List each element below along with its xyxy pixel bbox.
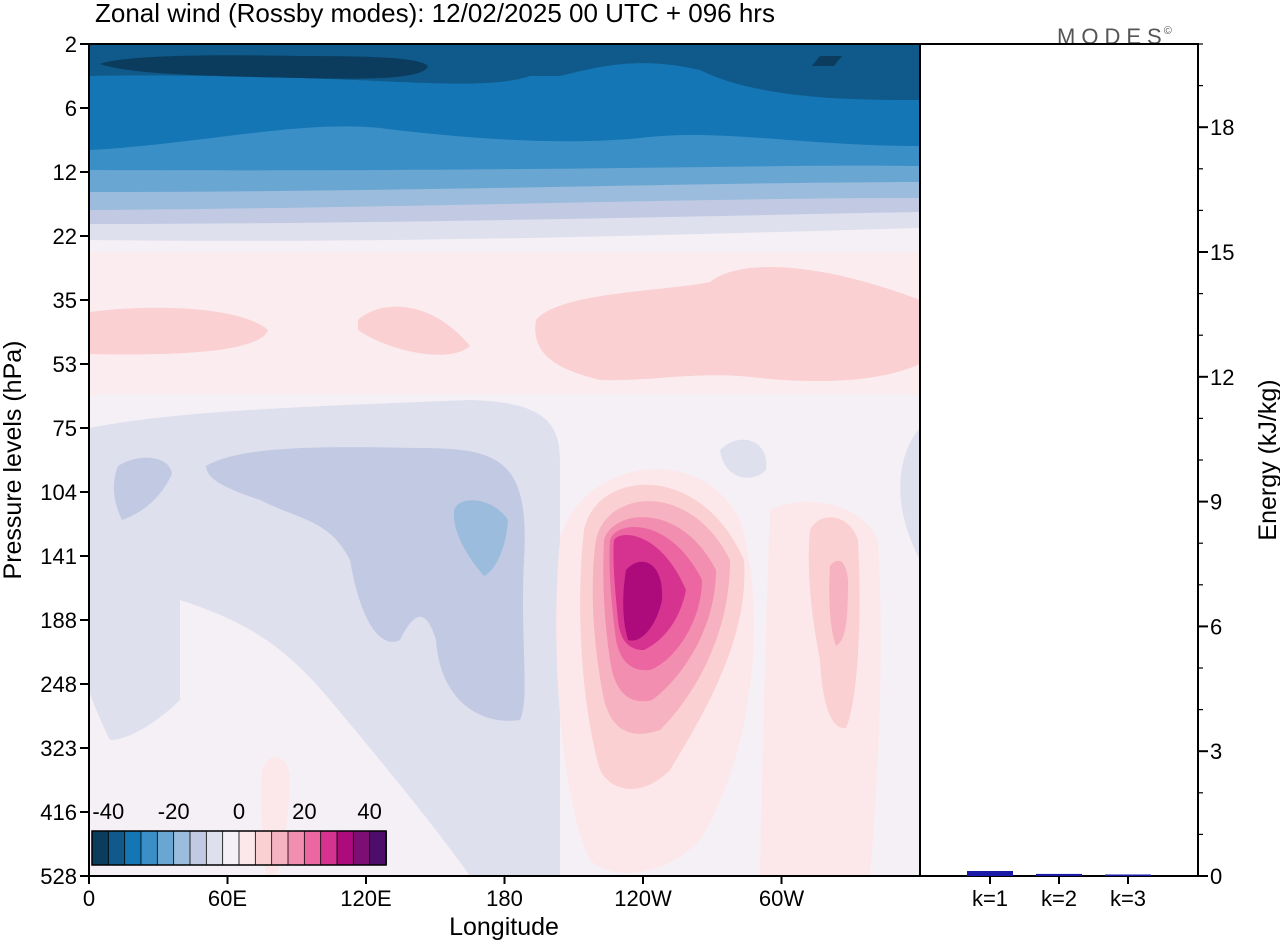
y-tick-label: 6	[65, 96, 77, 121]
brand-mark: ©	[1164, 25, 1178, 37]
contour-lower-negative-2	[720, 439, 767, 478]
contour-lower-negative-4	[206, 447, 525, 721]
colorbar-tick-label: 40	[357, 799, 381, 824]
heatmap-contours	[89, 44, 920, 876]
energy-bars	[967, 871, 1151, 876]
contour-secondary-3	[829, 560, 848, 646]
colorbar-tick-label: 0	[233, 799, 245, 824]
energy-x-tick-label: k=3	[1110, 886, 1146, 911]
contour-pink-patch-1	[90, 307, 268, 355]
energy-frame	[919, 43, 1199, 877]
energy-y-tick-label: 3	[1210, 739, 1222, 764]
colorbar-cell	[156, 830, 175, 866]
colorbar-cells	[91, 830, 387, 866]
x-tick-label: 180	[486, 886, 523, 911]
energy-bar	[967, 871, 1013, 876]
colorbar-cell	[254, 830, 273, 866]
colorbar-cell	[303, 830, 322, 866]
y-tick-label: 22	[53, 224, 77, 249]
energy-bar	[1036, 873, 1082, 876]
colorbar-cell	[124, 830, 142, 866]
contour-easterly-8	[100, 55, 428, 79]
y-axis-label: Pressure levels (hPa)	[0, 341, 27, 580]
energy-y-tick-label: 12	[1210, 365, 1234, 390]
y-tick-label: 188	[40, 608, 77, 633]
x-tick-label: 120W	[614, 886, 672, 911]
colorbar-cell	[352, 830, 371, 866]
y-tick-label: 248	[40, 672, 77, 697]
heatmap-panel: 0 60E 120E 180 120W 60W 2 6 12 22 35 53 75 104 141 188…	[0, 32, 921, 941]
energy-y-tick-label: 9	[1210, 490, 1222, 515]
chart-title: Zonal wind (Rossby modes): 12/02/2025 00…	[95, 0, 775, 28]
y-tick-label: 141	[40, 544, 77, 569]
contour-westerly-7	[623, 561, 663, 641]
colorbar-tick-label: 20	[292, 799, 316, 824]
x-tick-label: 60E	[208, 886, 247, 911]
energy-y-tick-label: 15	[1210, 240, 1234, 265]
colorbar-cell	[140, 830, 159, 866]
x-tick-label: 120E	[340, 886, 391, 911]
y-tick-label: 75	[53, 416, 77, 441]
x-tick-label: 60W	[759, 886, 804, 911]
contour-easterly-9	[812, 56, 842, 66]
colorbar-cell	[336, 830, 355, 866]
y-tick-label: 12	[53, 160, 77, 185]
energy-x-tick-label: k=1	[972, 886, 1008, 911]
y-tick-label: 2	[65, 32, 77, 57]
contour-lower-negative-5	[113, 457, 172, 520]
energy-y-ticks: 0 3 6 9 12 15 18	[1198, 43, 1234, 889]
colorbar-ticks: -40 -20 0 20 40	[92, 799, 381, 824]
colorbar-cell	[222, 830, 240, 866]
colorbar-cell	[189, 830, 208, 866]
heatmap-y-ticks: 2 6 12 22 35 53 75 104 141 188 248 323 416 528	[40, 32, 89, 889]
energy-y-tick-label: 6	[1210, 614, 1222, 639]
x-axis-label: Longitude	[449, 913, 559, 941]
colorbar-cell	[173, 830, 191, 866]
energy-bar	[1105, 874, 1151, 876]
energy-x-tick-label: k=2	[1041, 886, 1077, 911]
energy-y-axis-label: Energy (kJ/kg)	[1254, 379, 1280, 540]
colorbar-cell	[320, 830, 338, 866]
colorbar-cell	[287, 830, 306, 866]
energy-x-ticks: k=1 k=2 k=3	[972, 876, 1146, 911]
colorbar-cell	[205, 830, 224, 866]
y-tick-label: 528	[40, 864, 77, 889]
y-tick-label: 35	[53, 288, 77, 313]
contour-pink-patch-2	[358, 306, 470, 355]
colorbar-frame	[91, 830, 387, 866]
colorbar-cell	[369, 830, 387, 866]
energy-y-tick-label: 18	[1210, 115, 1234, 140]
x-tick-label: 0	[83, 886, 95, 911]
y-tick-label: 53	[53, 352, 77, 377]
colorbar-cell	[238, 830, 257, 866]
y-tick-label: 104	[40, 480, 77, 505]
contour-pink-patch-3	[535, 267, 920, 382]
heatmap-x-ticks: 0 60E 120E 180 120W 60W	[83, 876, 804, 911]
energy-panel: k=1 k=2 k=3 0 3 6 9 12 15 18 Energy (kJ/kg)	[919, 43, 1280, 911]
colorbar-tick-label: -40	[92, 799, 124, 824]
colorbar-cell	[107, 830, 126, 866]
contour-lower-negative-3	[900, 428, 920, 560]
colorbar-tick-label: -20	[158, 799, 190, 824]
y-tick-label: 323	[40, 736, 77, 761]
colorbar: -40 -20 0 20 40	[91, 799, 387, 866]
colorbar-cell	[91, 830, 110, 866]
energy-y-tick-label: 0	[1210, 864, 1222, 889]
y-tick-label: 416	[40, 800, 77, 825]
contour-lower-negative-6	[453, 500, 508, 576]
colorbar-cell	[271, 830, 289, 866]
